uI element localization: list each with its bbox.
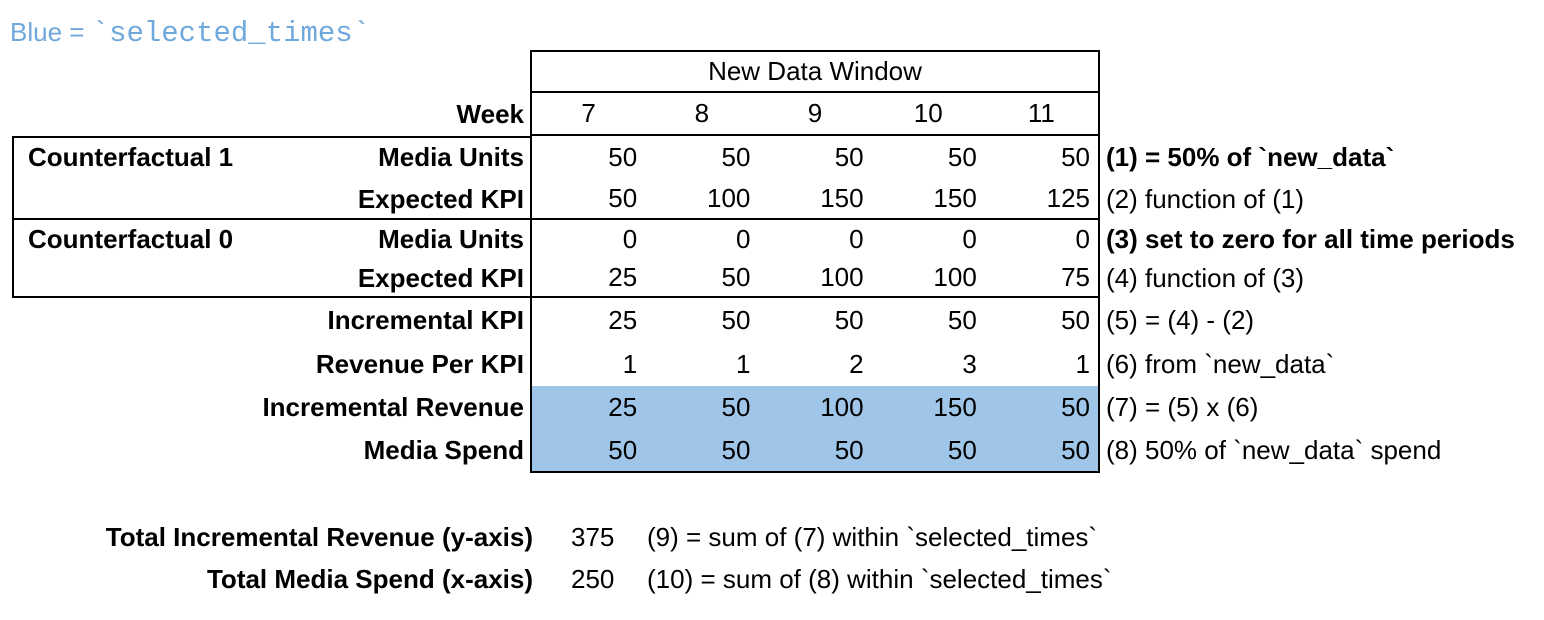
value-cell: 0 (735, 224, 751, 254)
value-cell: 50 (834, 435, 864, 465)
week-cell: 7 (581, 98, 596, 128)
note-7: (7) = (5) x (6) (1106, 392, 1259, 422)
value-cell: 50 (721, 305, 751, 335)
table-row-media-units-cf0: 0 0 0 0 0 (532, 220, 1098, 259)
group-label-counterfactual-0: Counterfactual 0 (28, 224, 234, 254)
value-cell: 1 (622, 349, 638, 379)
group-label-counterfactual-1: Counterfactual 1 (28, 142, 234, 172)
value-cell: 50 (947, 435, 977, 465)
value-cell: 0 (1075, 224, 1091, 254)
note-1: (1) = 50% of `new_data` (1106, 142, 1395, 172)
row-label-media-spend: Media Spend (363, 435, 524, 465)
value-cell: 25 (608, 305, 638, 335)
value-cell: 50 (947, 142, 977, 172)
table-row-expected-kpi-cf0: 25 50 100 100 75 (532, 259, 1098, 298)
note-3: (3) set to zero for all time periods (1106, 224, 1515, 254)
total-media-spend-value: 250 (571, 564, 615, 594)
legend-code: `selected_times` (91, 17, 371, 50)
value-cell: 50 (834, 305, 864, 335)
legend: Blue = `selected_times` (10, 16, 371, 50)
row-label-expected-kpi-cf1: Expected KPI (357, 184, 524, 214)
total-incremental-revenue-value: 375 (571, 522, 615, 552)
row-label-incremental-kpi: Incremental KPI (327, 305, 524, 335)
value-cell: 100 (707, 183, 751, 213)
value-cell: 0 (962, 224, 977, 254)
table-row-expected-kpi-cf1: 50 100 150 150 125 (532, 178, 1098, 220)
table-row-incremental-kpi: 25 50 50 50 50 (532, 298, 1098, 342)
value-cell: 100 (933, 262, 977, 292)
value-cell: 50 (1061, 392, 1091, 422)
total-media-spend-note: (10) = sum of (8) within `selected_times… (647, 564, 1112, 594)
value-cell: 50 (947, 305, 977, 335)
week-cell: 8 (694, 98, 710, 128)
week-cell: 11 (1027, 98, 1055, 128)
value-cell: 50 (721, 435, 751, 465)
total-media-spend-label: Total Media Spend (x-axis) (206, 564, 533, 594)
value-cell: 125 (1046, 183, 1091, 213)
row-label-media-units-cf0: Media Units (378, 224, 524, 254)
note-6: (6) from `new_data` (1106, 349, 1335, 379)
row-label-revenue-per-kpi: Revenue Per KPI (315, 349, 524, 379)
value-cell: 25 (608, 392, 638, 422)
value-cell: 100 (820, 262, 864, 292)
value-cell: 50 (721, 392, 751, 422)
value-cell: 3 (962, 349, 977, 379)
note-4: (4) function of (3) (1106, 263, 1304, 293)
value-cell: 0 (849, 224, 864, 254)
note-5: (5) = (4) - (2) (1106, 305, 1255, 335)
week-cell: 9 (807, 98, 823, 128)
window-header: New Data Window (532, 52, 1098, 93)
value-cell: 50 (608, 142, 638, 172)
value-cell: 50 (721, 262, 751, 292)
value-cell: 1 (735, 349, 751, 379)
legend-label: Blue = (10, 17, 92, 47)
table-row-revenue-per-kpi: 1 1 2 3 1 (532, 342, 1098, 386)
total-incremental-revenue-label: Total Incremental Revenue (y-axis) (105, 522, 533, 552)
week-row-label: Week (456, 99, 524, 129)
table-row-media-units-cf1: 50 50 50 50 50 (532, 136, 1098, 178)
note-8: (8) 50% of `new_data` spend (1106, 435, 1442, 465)
value-cell: 2 (849, 349, 864, 379)
value-cell: 0 (622, 224, 638, 254)
value-cell: 150 (933, 183, 977, 213)
value-cell: 50 (834, 142, 864, 172)
week-cell: 10 (913, 98, 943, 128)
table-row-incremental-revenue: 25 50 100 150 50 (532, 386, 1098, 429)
value-cell: 150 (933, 392, 977, 422)
week-header-row: 7 8 9 10 11 (532, 93, 1098, 136)
row-label-media-units-cf1: Media Units (378, 142, 524, 172)
window-header-title: New Data Window (708, 56, 922, 86)
value-cell: 1 (1075, 349, 1091, 379)
value-cell: 75 (1061, 262, 1091, 292)
value-cell: 50 (1061, 305, 1091, 335)
row-label-expected-kpi-cf0: Expected KPI (357, 263, 524, 293)
value-cell: 100 (820, 392, 864, 422)
total-incremental-revenue-note: (9) = sum of (7) within `selected_times` (647, 522, 1098, 552)
row-label-incremental-revenue: Incremental Revenue (262, 392, 524, 422)
value-cell: 25 (608, 262, 638, 292)
counterfactual-table: New Data Window 7 8 9 10 11 50 50 50 50 … (530, 50, 1100, 473)
value-cell: 150 (820, 183, 864, 213)
note-2: (2) function of (1) (1106, 184, 1304, 214)
value-cell: 50 (1061, 435, 1091, 465)
value-cell: 50 (608, 183, 638, 213)
value-cell: 50 (721, 142, 751, 172)
value-cell: 50 (1061, 142, 1091, 172)
table-row-media-spend: 50 50 50 50 50 (532, 429, 1098, 471)
value-cell: 50 (608, 435, 638, 465)
